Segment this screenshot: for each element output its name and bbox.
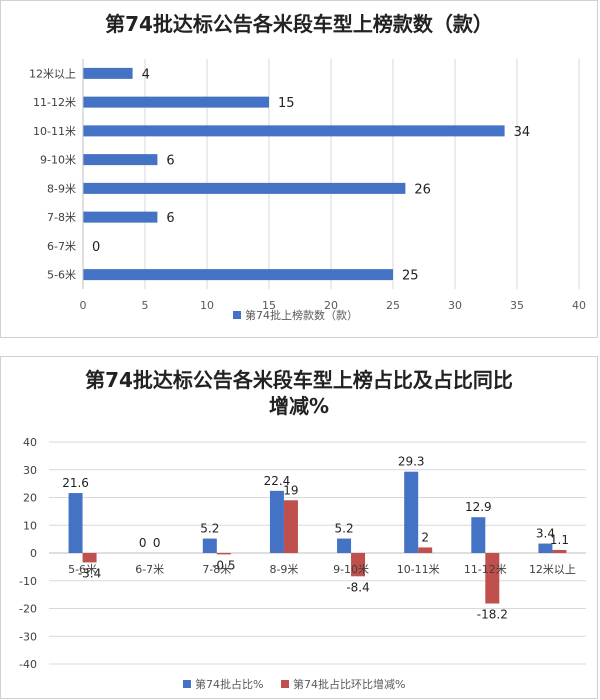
x-tick-label: 12米以上 — [529, 563, 576, 576]
x-tick-label: 5 — [142, 299, 149, 312]
x-tick-label: 7-8米 — [202, 563, 231, 576]
data-label-share: 5.2 — [200, 522, 219, 536]
data-label-share: 22.4 — [264, 474, 291, 488]
y-tick-label: 20 — [23, 492, 37, 505]
data-label: 34 — [514, 125, 531, 140]
y-tick-label: -30 — [19, 630, 37, 643]
y-tick-label: -40 — [19, 658, 37, 671]
bar-change — [418, 547, 433, 553]
bar-share — [471, 517, 486, 553]
bar-share — [68, 493, 83, 553]
x-tick-label: 11-12米 — [464, 563, 507, 576]
chart-2-title-line-2: 增减% — [268, 394, 330, 418]
y-tick-label: 9-10米 — [40, 154, 76, 167]
data-label: 6 — [166, 154, 174, 169]
bar — [83, 96, 269, 108]
data-label-share: 5.2 — [335, 522, 354, 536]
data-label: 15 — [278, 96, 295, 111]
bar — [83, 125, 505, 137]
x-tick-label: 25 — [386, 299, 400, 312]
legend-label: 第74批上榜款数（款） — [245, 308, 358, 322]
y-tick-label: -20 — [19, 603, 37, 616]
data-label-change: -18.2 — [477, 608, 508, 622]
data-label: 4 — [142, 67, 150, 82]
x-tick-label: 20 — [324, 299, 338, 312]
y-tick-label: 6-7米 — [47, 240, 76, 253]
x-tick-label: 0 — [80, 299, 87, 312]
bar-change — [485, 553, 500, 604]
data-label-change: 0 — [153, 536, 161, 550]
y-tick-label: -10 — [19, 575, 37, 588]
bar-change — [216, 553, 231, 555]
x-tick-label: 10 — [200, 299, 214, 312]
y-tick-label: 40 — [23, 436, 37, 449]
data-label: 25 — [402, 269, 419, 284]
data-label-share: 29.3 — [398, 455, 425, 469]
chart-panel-1: 第74批达标公告各米段车型上榜款数（款） 0 5 10 15 20 25 30 35 40 12米… — [0, 0, 598, 338]
data-label-share: 12.9 — [465, 500, 492, 514]
y-tick-label: 11-12米 — [33, 96, 76, 109]
x-tick-label: 30 — [448, 299, 462, 312]
bar — [83, 211, 158, 223]
data-label-change: -0.5 — [212, 558, 235, 572]
y-tick-label: 10 — [23, 519, 37, 532]
bar-share — [202, 538, 217, 553]
x-tick-label: 5-6米 — [68, 563, 97, 576]
x-tick-label: 35 — [510, 299, 524, 312]
y-tick-label: 0 — [30, 547, 37, 560]
data-label-change: 1.1 — [550, 533, 569, 547]
bar-share — [404, 471, 419, 553]
x-tick-label: 6-7米 — [135, 563, 164, 576]
bar-change — [552, 549, 567, 553]
legend-swatch-change — [281, 680, 289, 688]
data-label-share: 0 — [139, 536, 147, 550]
y-tick-label: 7-8米 — [47, 211, 76, 224]
data-label-change: -3.4 — [78, 566, 101, 580]
chart-1-title: 第74批达标公告各米段车型上榜款数（款） — [105, 12, 493, 36]
bar-change — [283, 500, 298, 553]
y-tick-label: 30 — [23, 464, 37, 477]
bar-share — [337, 538, 352, 553]
chart-panel-2: 第74批达标公告各米段车型上榜占比及占比同比 增减% 40 30 20 10 0 -10-… — [0, 356, 598, 699]
legend-swatch — [233, 311, 241, 319]
data-label-change: 2 — [421, 530, 429, 544]
legend-swatch-share — [183, 680, 191, 688]
bar — [83, 269, 393, 281]
data-label: 26 — [414, 182, 431, 197]
x-tick-label: 9-10米 — [333, 563, 369, 576]
x-tick-label: 8-9米 — [269, 563, 298, 576]
y-tick-label: 12米以上 — [29, 67, 76, 80]
chart-2-title-line-1: 第74批达标公告各米段车型上榜占比及占比同比 — [85, 368, 513, 392]
bar — [83, 67, 133, 79]
bar-share — [269, 490, 284, 553]
bar — [83, 154, 158, 166]
legend-label-change: 第74批占比环比增减% — [293, 677, 405, 691]
data-label-change: 19 — [283, 483, 298, 497]
y-tick-label: 5-6米 — [47, 269, 76, 282]
legend-label-share: 第74批占比% — [195, 677, 263, 691]
chart-1-svg: 0 5 10 15 20 25 30 35 40 12米以上 4 11-12米 15 10-11米 34 9-… — [29, 59, 586, 322]
data-label-share: 21.6 — [62, 476, 89, 490]
data-label: 6 — [166, 211, 174, 226]
x-tick-label: 15 — [262, 299, 276, 312]
bar — [83, 182, 406, 194]
bar-change — [82, 553, 97, 563]
y-tick-label: 8-9米 — [47, 182, 76, 195]
data-label: 0 — [92, 240, 100, 255]
bar-share — [538, 543, 553, 553]
x-tick-label: 10-11米 — [397, 563, 440, 576]
data-label-share: 3.4 — [536, 527, 555, 541]
x-tick-label: 40 — [572, 299, 586, 312]
data-label-change: -8.4 — [346, 580, 369, 594]
y-tick-label: 10-11米 — [33, 125, 76, 138]
bar-change — [351, 553, 366, 577]
